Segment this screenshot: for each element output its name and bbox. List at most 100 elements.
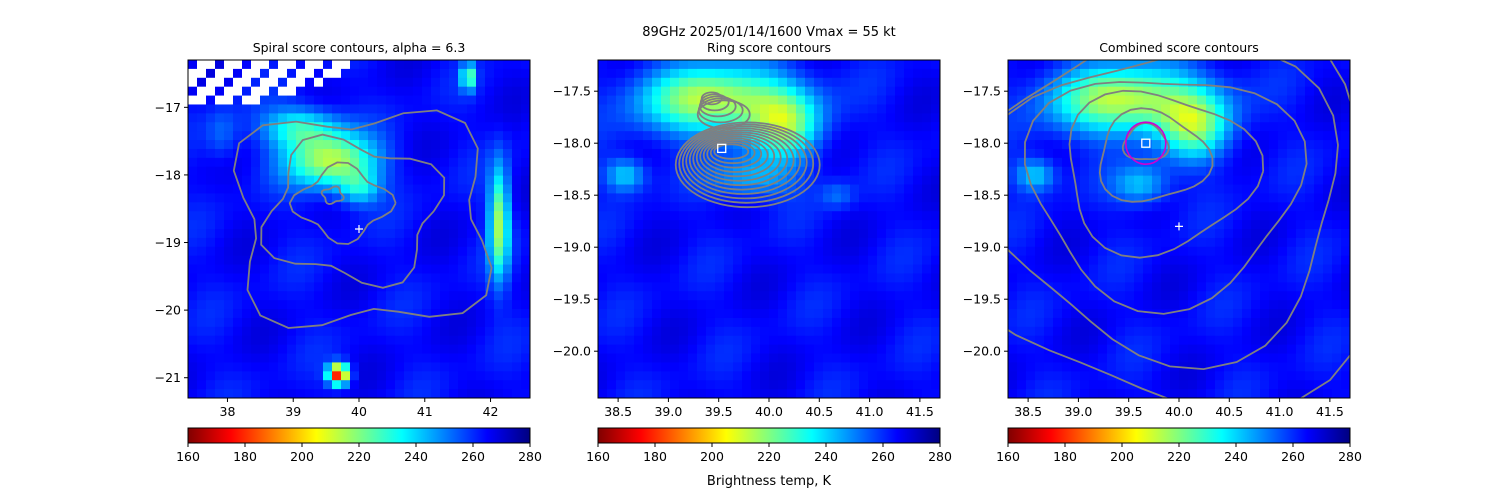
heatmap-cell [512,300,522,310]
heatmap-cell [1323,317,1333,328]
heatmap-cell [1008,148,1018,159]
heatmap-cell [1188,273,1198,283]
heatmap-cell [1215,246,1225,257]
heatmap-cell [296,246,306,257]
heatmap-cell [1314,389,1324,398]
heatmap-cell [296,389,306,398]
heatmap-cell [652,246,662,257]
heatmap-cell [1125,68,1135,79]
heatmap-cell [1143,300,1153,310]
heatmap-cell [733,362,743,372]
heatmap-cell [386,86,396,97]
heatmap-cell [652,220,662,230]
heatmap-cell [652,95,662,106]
heatmap-cell [431,211,441,221]
heatmap-cell [931,273,940,283]
heatmap-cell [805,291,815,301]
heatmap-cell [242,140,252,150]
heatmap-cell [607,140,617,150]
heatmap-cell [1197,255,1207,266]
heatmap-cell [521,175,530,186]
heatmap-cell [242,389,252,398]
heatmap-cell [625,291,635,301]
heatmap-cell [332,353,342,364]
heatmap-cell [1017,166,1027,177]
heatmap-cell [1161,77,1171,88]
heatmap-cell [1269,255,1279,266]
heatmap-cell [512,291,522,301]
heatmap-cell [341,246,351,257]
heatmap-cell [724,86,734,97]
heatmap-cell [922,273,932,283]
heatmap-cell [1044,326,1054,337]
heatmap-cell [476,68,486,79]
heatmap-cell [715,264,725,275]
heatmap-cell [787,389,797,398]
heatmap-cell [431,282,441,292]
heatmap-cell [188,95,198,106]
heatmap-cell [1161,371,1171,381]
heatmap-cell [1215,77,1225,88]
heatmap-cell [233,255,243,266]
heatmap-cell [1044,353,1054,364]
heatmap-cell [215,86,225,97]
heatmap-cell [332,255,342,266]
heatmap-cell [1008,326,1018,337]
heatmap-cell [733,104,743,114]
heatmap-cell [1323,157,1333,168]
heatmap-cell [323,86,333,97]
heatmap-cell [251,95,261,106]
heatmap-cell [1323,202,1333,212]
heatmap-cell [1116,326,1126,337]
heatmap-cell [607,60,617,70]
heatmap-cell [1125,184,1135,195]
heatmap-cell [404,113,414,123]
heatmap-cell [670,148,680,159]
heatmap-cell [341,237,351,248]
heatmap-cell [206,60,216,70]
heatmap-cell [769,273,779,283]
heatmap-cell [386,148,396,159]
heatmap-cell [814,317,824,328]
heatmap-cell [1152,157,1162,168]
heatmap-cell [1161,380,1171,390]
panel-spiral: Spiral score contours, alpha = 6.3 38 39 4… [155,40,542,464]
heatmap-cell [1233,291,1243,301]
heatmap-cell [1062,291,1072,301]
heatmap-cell [1251,353,1261,364]
heatmap-cell [494,113,504,123]
heatmap-cell [697,122,707,132]
heatmap-cell [1080,282,1090,292]
heatmap-cell [350,371,360,381]
heatmap-cell [670,237,680,248]
heatmap-cell [197,353,207,364]
heatmap-cell [1026,193,1036,203]
heatmap-cell [931,86,940,97]
heatmap-cell [404,166,414,177]
heatmap-cell [598,184,608,195]
heatmap-cell [868,380,878,390]
heatmap-cell [1152,246,1162,257]
heatmap-cell [922,255,932,266]
heatmap-cell [188,344,198,355]
heatmap-cell [449,282,459,292]
heatmap-cell [769,371,779,381]
heatmap-cell [494,335,504,346]
heatmap-cell [359,77,369,88]
heatmap-cell [1188,86,1198,97]
heatmap-cell [616,211,626,221]
heatmap-cell [359,166,369,177]
heatmap-cell [1008,113,1018,123]
heatmap-cell [832,184,842,195]
heatmap-cell [805,273,815,283]
heatmap-cell [1062,175,1072,186]
heatmap-cell [787,237,797,248]
heatmap-cell [607,95,617,106]
heatmap-cell [742,380,752,390]
heatmap-cell [823,309,833,319]
heatmap-cell [233,344,243,355]
heatmap-cell [1233,122,1243,132]
heatmap-cell [625,229,635,239]
heatmap-cell [1341,300,1350,310]
heatmap-cell [449,122,459,132]
